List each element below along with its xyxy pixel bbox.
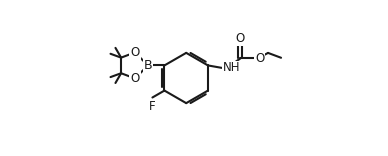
Text: O: O <box>130 72 140 85</box>
Text: NH: NH <box>222 61 240 75</box>
Text: O: O <box>236 32 245 45</box>
Text: B: B <box>144 59 152 72</box>
Text: F: F <box>149 100 156 113</box>
Text: O: O <box>255 52 264 65</box>
Text: O: O <box>130 46 140 59</box>
